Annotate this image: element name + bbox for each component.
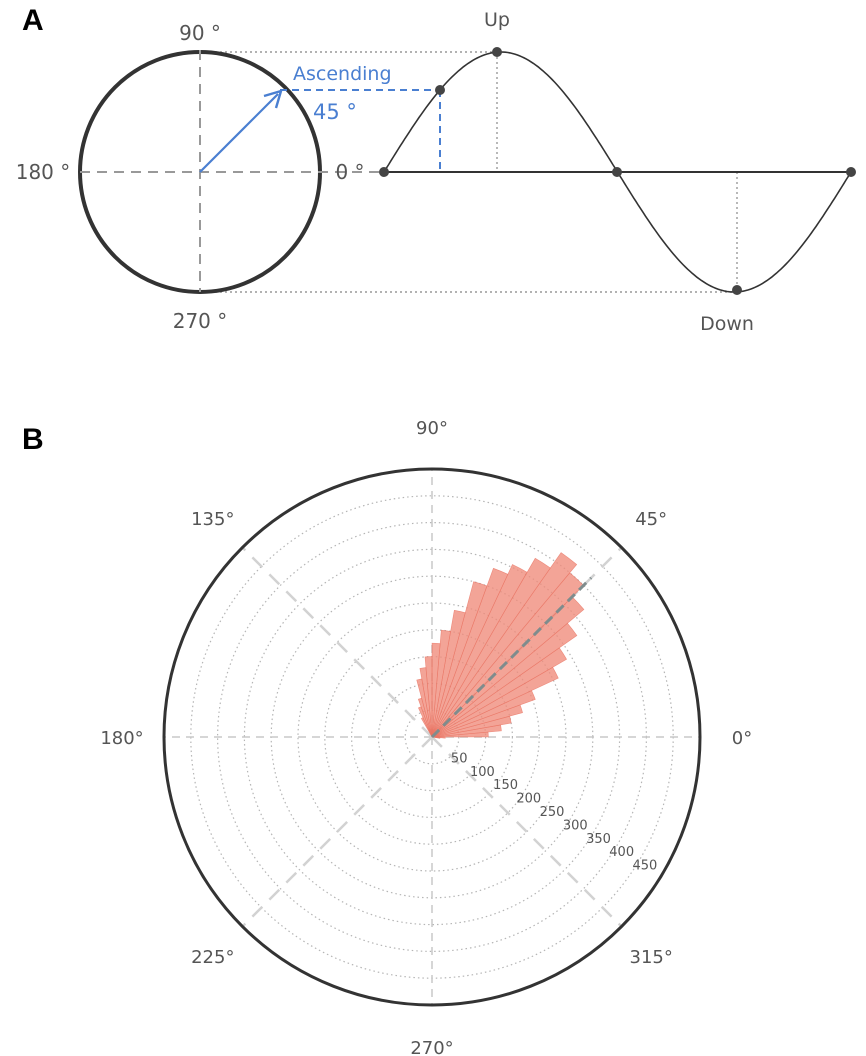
angle-label: 0°: [732, 728, 752, 749]
angle-label: 315°: [630, 947, 673, 968]
phase-arrow-head: [263, 89, 283, 109]
mean-direction-line: [430, 576, 593, 739]
angle-label: 180°: [100, 728, 143, 749]
zero-crossing-dot: [612, 167, 622, 177]
radial-tick-label: 50: [451, 751, 468, 766]
ascending-dot: [435, 85, 445, 95]
wave-end-dot: [846, 167, 856, 177]
wave-start-dot: [379, 167, 389, 177]
radial-tick-label: 300: [563, 818, 588, 833]
ascending-angle-label: 45 °: [313, 100, 357, 124]
trough-dot: [732, 285, 742, 295]
radial-tick-label: 150: [493, 778, 518, 793]
up-label: Up: [484, 9, 510, 31]
histogram-bar: [431, 557, 551, 738]
panel-a-letter: A: [22, 4, 44, 37]
radial-tick-label: 250: [540, 805, 565, 820]
angle-label: 270°: [410, 1038, 453, 1056]
histogram-bar: [431, 567, 509, 738]
radial-tick-label: 450: [632, 859, 657, 874]
panel-a-diagram: 90 ° 180 ° 270 ° 0 ° Ascending 45 ° Up D…: [16, 9, 856, 335]
histogram-bar: [420, 717, 433, 738]
label-0: 0 °: [335, 160, 364, 184]
peak-dot: [492, 47, 502, 57]
grid-ring: [324, 629, 540, 845]
histogram-bar: [431, 736, 441, 739]
down-label: Down: [700, 313, 754, 335]
histogram-bar: [431, 629, 451, 738]
histogram-bar: [431, 642, 441, 738]
radial-tick-label: 350: [586, 832, 611, 847]
histogram-bar: [431, 581, 488, 738]
angle-labels: 0° 45° 90° 135° 180° 225° 270° 315°: [100, 418, 752, 1056]
histogram-bar: [431, 552, 578, 738]
angle-label: 45°: [635, 509, 667, 530]
radial-tick-label: 100: [470, 765, 495, 780]
grid-spoke: [241, 546, 433, 738]
grid-spoke: [431, 736, 623, 928]
grid-spoke: [241, 736, 433, 928]
panel-b-letter: B: [22, 423, 44, 456]
radial-tick-label: 400: [609, 845, 634, 860]
label-270: 270 °: [173, 309, 228, 333]
label-180: 180 °: [16, 160, 71, 184]
ascending-label: Ascending: [293, 63, 392, 85]
label-90: 90 °: [179, 21, 221, 45]
histogram-bar: [431, 564, 528, 738]
angle-label: 135°: [191, 509, 234, 530]
polar-outer-ring: [162, 467, 702, 1007]
histogram-bar: [431, 609, 466, 738]
radial-tick-label: 200: [516, 792, 541, 807]
angle-label: 225°: [191, 947, 234, 968]
histogram-bars: [416, 552, 585, 739]
angle-label: 90°: [416, 418, 448, 439]
phase-arrow: [199, 93, 279, 173]
angular-grid: [164, 469, 700, 1005]
